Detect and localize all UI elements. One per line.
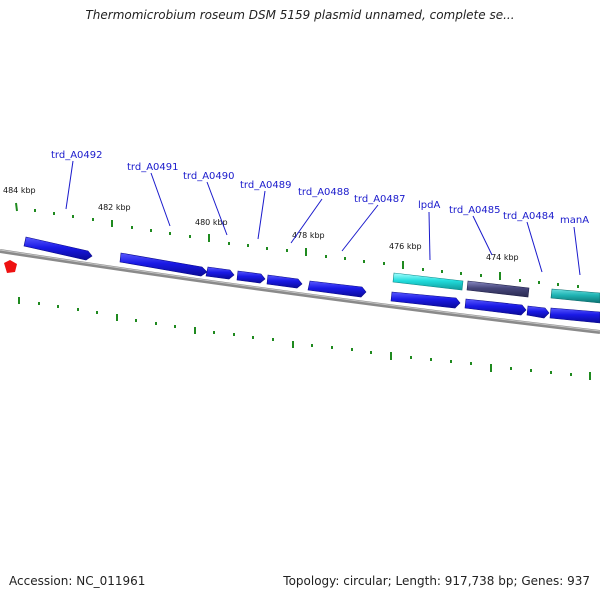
tick-label-478kbp: 478 kbp bbox=[292, 231, 325, 240]
gene-label-trd-a0487[interactable]: trd_A0487 bbox=[354, 194, 406, 205]
gene-arrow[interactable] bbox=[464, 298, 527, 316]
gene-label-trd-a0490[interactable]: trd_A0490 bbox=[183, 171, 235, 182]
gene-arrow[interactable] bbox=[392, 272, 464, 291]
gene-label-trd-a0485[interactable]: trd_A0485 bbox=[449, 205, 501, 216]
label-leaders bbox=[65, 160, 581, 276]
gene-arrow[interactable] bbox=[549, 307, 600, 324]
upper-ticks bbox=[15, 202, 579, 288]
gene-label-lpda[interactable]: lpdA bbox=[418, 200, 440, 211]
lower-ticks bbox=[18, 297, 591, 380]
origin-marker-icon bbox=[4, 260, 17, 273]
tick-label-482kbp: 482 kbp bbox=[98, 203, 131, 212]
gene-arrow[interactable] bbox=[266, 274, 303, 289]
gene-arrow[interactable] bbox=[550, 288, 600, 304]
summary-text: Topology: circular; Length: 917,738 bp; … bbox=[283, 574, 590, 588]
gene-arrow[interactable] bbox=[526, 305, 550, 319]
gene-arrow[interactable] bbox=[390, 291, 461, 309]
gene-arrow[interactable] bbox=[119, 252, 208, 277]
accession-text: Accession: NC_011961 bbox=[9, 574, 146, 588]
gene-arrow[interactable] bbox=[236, 270, 266, 284]
gene-label-mana[interactable]: manA bbox=[560, 215, 589, 226]
gene-label-trd-a0484[interactable]: trd_A0484 bbox=[503, 211, 555, 222]
gene-label-trd-a0489[interactable]: trd_A0489 bbox=[240, 180, 292, 191]
gene-arrow[interactable] bbox=[466, 280, 530, 298]
plasmid-backbone bbox=[0, 249, 600, 334]
gene-label-trd-a0492[interactable]: trd_A0492 bbox=[51, 150, 103, 161]
gene-arrow[interactable] bbox=[307, 280, 367, 298]
gene-arrow[interactable] bbox=[205, 266, 235, 280]
gene-arrows[interactable] bbox=[23, 236, 600, 324]
gene-label-trd-a0488[interactable]: trd_A0488 bbox=[298, 187, 350, 198]
tick-label-480kbp: 480 kbp bbox=[195, 218, 228, 227]
tick-label-476kbp: 476 kbp bbox=[389, 242, 422, 251]
gene-label-trd-a0491[interactable]: trd_A0491 bbox=[127, 162, 179, 173]
gene-arrow[interactable] bbox=[23, 236, 93, 261]
tick-label-484kbp: 484 kbp bbox=[3, 186, 36, 195]
map-title: Thermomicrobium roseum DSM 5159 plasmid … bbox=[85, 8, 515, 22]
tick-label-474kbp: 474 kbp bbox=[486, 253, 519, 262]
